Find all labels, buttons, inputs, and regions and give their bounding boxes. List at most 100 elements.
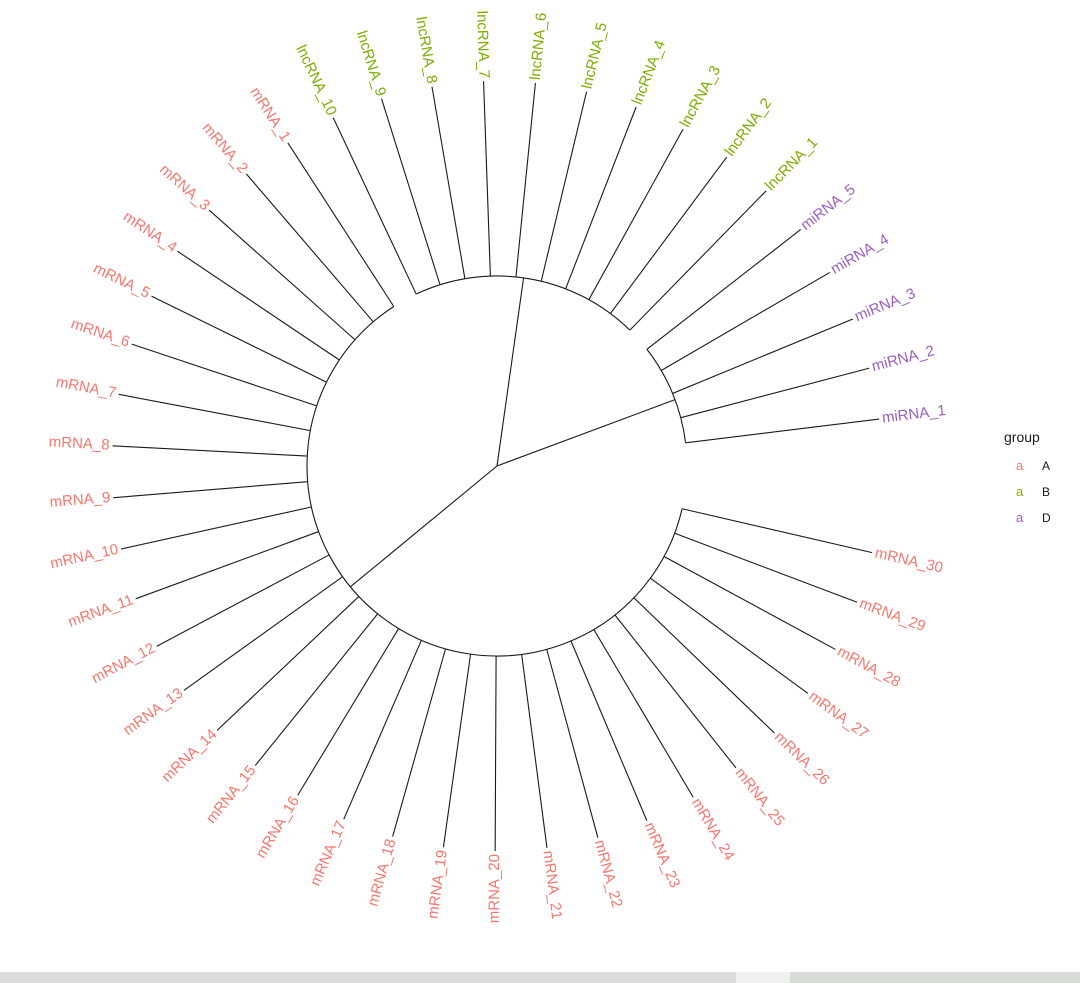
tip-label: mRNA_7 xyxy=(55,374,118,402)
tip-label: miRNA_2 xyxy=(870,342,936,375)
legend-label-b: B xyxy=(1042,485,1050,499)
tip-branch xyxy=(674,532,858,603)
tip-label: miRNA_4 xyxy=(828,231,892,278)
tip-branch xyxy=(131,343,317,407)
tip-label: mRNA_5 xyxy=(91,260,153,302)
tip-label: miRNA_3 xyxy=(852,285,918,325)
tip-branch xyxy=(588,128,684,300)
tip-label: mRNA_3 xyxy=(156,161,213,214)
tip-branch xyxy=(565,106,637,290)
tip-label: lncRNA_6 xyxy=(527,12,551,81)
tip-label: lncRNA_7 xyxy=(473,10,492,78)
tip-branch xyxy=(546,649,599,838)
legend-key-d: a xyxy=(1016,510,1024,525)
bottom-scroll-bar xyxy=(0,972,1080,983)
tip-branch xyxy=(442,654,472,848)
tip-label: mRNA_6 xyxy=(69,315,132,350)
bottom-bar-segment xyxy=(790,972,1080,983)
tip-label: mRNA_14 xyxy=(158,726,220,786)
tip-label: mRNA_18 xyxy=(364,837,399,908)
tip-label: lncRNA_2 xyxy=(721,95,775,159)
tip-branch xyxy=(113,481,308,499)
tip-label: mRNA_20 xyxy=(486,854,503,923)
tip-branch xyxy=(120,506,312,550)
tip-branch xyxy=(156,554,330,647)
tip-branch xyxy=(431,86,466,279)
tip-branch xyxy=(183,576,343,691)
tip-label: miRNA_1 xyxy=(881,402,947,427)
legend-key-b: a xyxy=(1016,484,1024,499)
tip-branch xyxy=(663,556,836,650)
tip-branch xyxy=(609,156,728,314)
tip-branch xyxy=(646,229,802,350)
tip-branch xyxy=(672,318,854,394)
tip-label: mRNA_4 xyxy=(120,208,180,256)
tip-labels: miRNA_1miRNA_2miRNA_3miRNA_4miRNA_5lncRN… xyxy=(48,10,946,923)
tip-branch xyxy=(629,190,767,331)
bottom-bar-segment xyxy=(736,972,790,983)
tip-label: mRNA_9 xyxy=(49,489,111,511)
tip-branch xyxy=(633,597,775,734)
tip-branch xyxy=(343,640,422,820)
tip-branch xyxy=(380,98,441,285)
tip-branch xyxy=(521,654,548,848)
clade-arc-mirna xyxy=(646,348,687,443)
legend-key-a: a xyxy=(1016,458,1024,473)
tree-edges xyxy=(112,81,880,851)
tip-branch xyxy=(216,596,360,731)
tip-label: mRNA_30 xyxy=(873,544,944,576)
tip-label: mRNA_1 xyxy=(246,84,293,144)
tip-label: mRNA_11 xyxy=(66,591,136,630)
tip-branch xyxy=(177,250,340,361)
tip-label: mRNA_28 xyxy=(834,643,903,691)
tip-branch xyxy=(297,628,400,796)
tip-branch xyxy=(118,393,311,432)
tip-label: mRNA_10 xyxy=(49,541,120,573)
tip-label: mRNA_13 xyxy=(120,685,186,739)
legend-title: group xyxy=(1004,429,1040,445)
tip-branch xyxy=(151,295,327,383)
legend-label-a: A xyxy=(1042,459,1050,473)
tip-branch xyxy=(494,655,497,851)
tip-label: lncRNA_10 xyxy=(292,42,340,118)
tip-branch xyxy=(660,271,831,371)
tip-branch xyxy=(680,367,870,419)
tip-branch xyxy=(570,640,648,821)
tip-label: mRNA_25 xyxy=(732,765,788,830)
tip-label: mRNA_12 xyxy=(89,640,158,687)
tip-label: mRNA_22 xyxy=(591,838,626,909)
clade-arc-mrna xyxy=(306,306,683,657)
tip-branch xyxy=(593,629,694,798)
tip-branch xyxy=(515,82,536,278)
tip-label: mRNA_23 xyxy=(641,820,684,890)
tip-label: mRNA_21 xyxy=(539,850,565,921)
tip-label: mRNA_17 xyxy=(307,818,350,888)
tip-label: mRNA_24 xyxy=(688,795,738,863)
tip-branch xyxy=(392,648,447,837)
tip-branch xyxy=(614,614,737,769)
tip-branch xyxy=(245,173,374,323)
spoke-mrna xyxy=(350,465,498,588)
spoke-lncrna xyxy=(496,277,525,467)
tip-branch xyxy=(332,117,417,295)
tip-label: mRNA_19 xyxy=(424,849,450,920)
tip-label: lncRNA_5 xyxy=(578,21,610,91)
tip-label: mRNA_27 xyxy=(805,688,871,743)
tip-label: mRNA_26 xyxy=(771,729,833,789)
tip-branch xyxy=(208,209,356,341)
tip-branch xyxy=(287,142,395,307)
tip-label: mRNA_29 xyxy=(857,595,928,635)
tip-label: lncRNA_4 xyxy=(629,38,669,107)
tip-branch xyxy=(682,508,873,554)
tip-branch xyxy=(483,81,491,277)
tip-label: mRNA_2 xyxy=(199,119,252,176)
tip-label: lncRNA_3 xyxy=(677,63,725,130)
clade-arc-lncrna xyxy=(415,275,631,331)
spoke-mirna xyxy=(496,399,676,467)
tip-label: lncRNA_9 xyxy=(353,29,389,99)
tip-label: lncRNA_1 xyxy=(762,134,821,194)
tip-branch xyxy=(685,418,880,444)
legend: group a A a B a D xyxy=(1004,429,1051,525)
tip-branch xyxy=(540,91,588,282)
